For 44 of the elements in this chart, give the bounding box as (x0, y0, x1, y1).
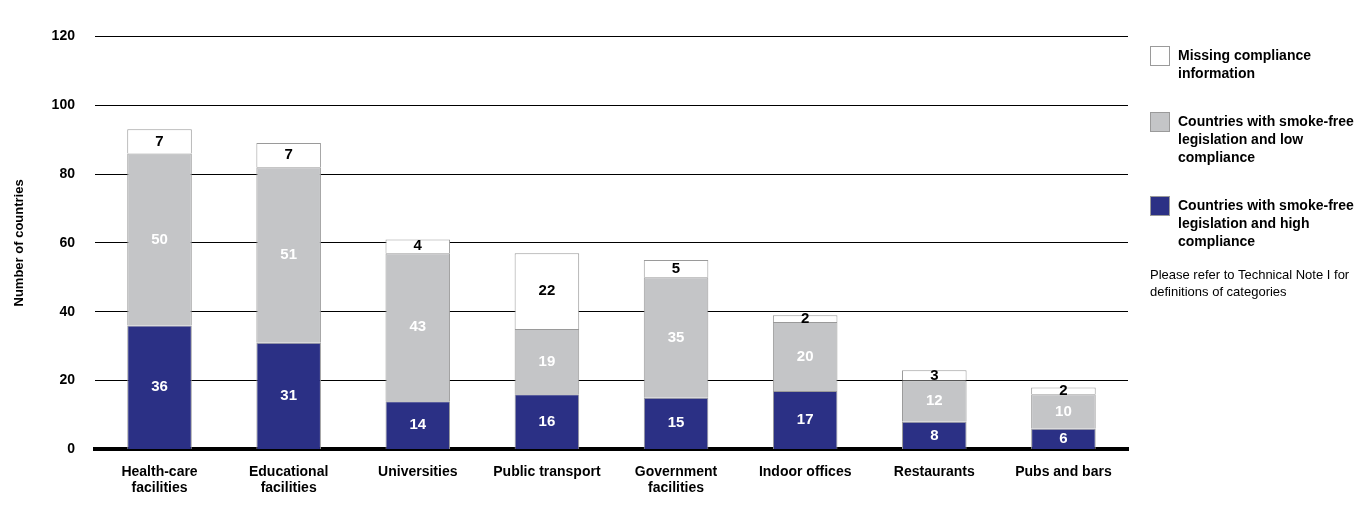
data-label: 14 (409, 415, 427, 433)
data-label: 5 (671, 258, 681, 276)
data-label: 51 (280, 245, 297, 263)
data-label: 35 (667, 327, 685, 345)
data-label: 3 (930, 365, 939, 383)
y-tick-label: 120 (51, 27, 76, 44)
x-tick-label: Universities (378, 462, 458, 479)
data-label: 43 (409, 317, 427, 335)
data-label: 8 (930, 425, 939, 443)
y-tick-label: 40 (59, 302, 76, 319)
legend-label: Countries with smoke-free legislation and low compliance (1178, 112, 1355, 166)
data-label: 7 (155, 131, 164, 149)
data-label: 6 (1059, 428, 1068, 446)
y-tick-label: 80 (59, 164, 76, 181)
data-label: 7 (284, 145, 293, 163)
data-label: 22 (538, 281, 556, 299)
data-label: 15 (667, 413, 685, 431)
x-tick-label: Health-care facilities (121, 462, 198, 496)
x-tick-label: Public transport (493, 462, 601, 479)
data-label: 19 (538, 351, 556, 369)
data-label: 36 (151, 377, 168, 395)
y-axis-title: Number of countries (11, 179, 27, 307)
x-tick-label: Government facilities (634, 462, 718, 496)
y-tick-label: 60 (59, 233, 76, 250)
x-tick-label: Indoor offices (758, 462, 852, 479)
text: Missing compliance information (1178, 46, 1313, 82)
data-label: 10 (1055, 401, 1072, 419)
data-label: 16 (538, 411, 556, 429)
data-label: 50 (151, 229, 168, 247)
y-tick-label: 20 (59, 371, 76, 388)
data-label: 4 (413, 236, 423, 254)
data-label: 17 (796, 410, 814, 428)
data-label: 2 (801, 308, 810, 326)
data-label: 2 (1059, 381, 1068, 399)
x-tick-label: Pubs and bars (1015, 462, 1112, 479)
x-tick-label: Educational facilities (248, 462, 329, 496)
y-tick-label: 0 (67, 440, 76, 457)
x-tick-label: Restaurants (893, 462, 975, 479)
legend-label: Countries with smoke-free legislation and high compliance (1178, 196, 1355, 250)
data-label: 12 (925, 391, 943, 409)
data-label: 20 (796, 346, 814, 364)
text: Please refer to Technical Note I for definitions of categories (1150, 266, 1351, 300)
data-label: 31 (280, 385, 297, 403)
y-tick-label: 100 (51, 96, 76, 113)
